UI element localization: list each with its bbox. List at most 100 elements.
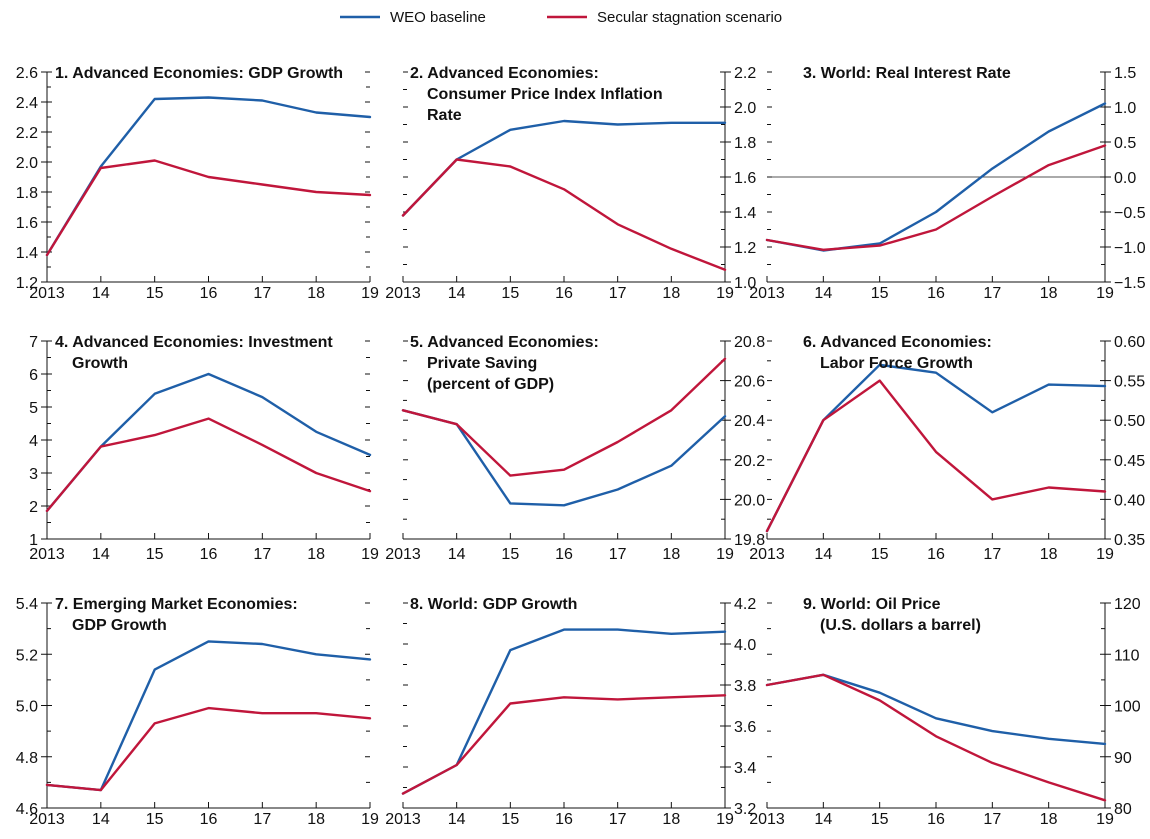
x-tick-label: 19 <box>716 811 734 828</box>
y-tick-label: 1.4 <box>16 245 38 262</box>
y-tick-label: 3.6 <box>734 719 756 736</box>
y-tick-label: 19.8 <box>734 532 765 549</box>
y-tick-label: 3.2 <box>734 801 756 818</box>
y-tick-label: 0.5 <box>1114 135 1136 152</box>
x-tick-label: 18 <box>662 546 680 563</box>
x-tick-label: 19 <box>361 811 379 828</box>
panel-1: 1.2 1.4 1.6 1.8 2.0 2.2 2.4 2.6 2013 14 15 16 17 18 19… <box>16 65 379 302</box>
x-tick-label: 16 <box>555 546 573 563</box>
series-line-weo-baseline <box>401 119 727 217</box>
y-tick-label: 20.4 <box>734 413 765 430</box>
series-line-secular-stagnation-scenario <box>401 694 727 795</box>
y-tick-label: 1.0 <box>734 275 756 292</box>
x-tick-label: 17 <box>609 285 627 302</box>
x-tick-label: 14 <box>814 546 832 563</box>
y-tick-label: 20.8 <box>734 334 765 351</box>
x-tick-label: 2013 <box>749 285 785 302</box>
y-tick-label: 2.2 <box>16 125 38 142</box>
x-tick-label: 14 <box>448 285 466 302</box>
series-line-weo-baseline <box>765 673 1107 746</box>
x-tick-label: 2013 <box>385 811 421 828</box>
panel-title: 1. Advanced Economies: GDP Growth <box>55 65 343 82</box>
x-tick-label: 16 <box>927 285 945 302</box>
x-tick-label: 19 <box>716 285 734 302</box>
x-tick-label: 14 <box>448 811 466 828</box>
y-tick-label: 110 <box>1114 647 1140 664</box>
x-tick-label: 15 <box>871 285 889 302</box>
panel-title: 6. Advanced Economies: Labor Force Growth <box>803 334 992 372</box>
y-tick-label: 7 <box>29 334 38 351</box>
x-tick-label: 19 <box>1096 285 1114 302</box>
panel-2: 1.0 1.2 1.4 1.6 1.8 2.0 2.2 2013 14 15 16 17 18 19 2. … <box>385 65 756 302</box>
y-tick-label: 2.2 <box>734 65 756 82</box>
x-tick-label: 17 <box>253 811 271 828</box>
x-tick-label: 17 <box>983 285 1001 302</box>
x-tick-label: 15 <box>146 546 164 563</box>
series-line-weo-baseline <box>45 96 372 257</box>
x-tick-label: 16 <box>927 811 945 828</box>
y-tick-label: 4.2 <box>734 596 756 613</box>
panel-title-line: 7. Emerging Market Economies: <box>55 596 298 613</box>
x-tick-label: 17 <box>609 811 627 828</box>
x-tick-label: 14 <box>814 811 832 828</box>
y-tick-label: 0.50 <box>1114 413 1145 430</box>
y-tick-label: 3.8 <box>734 678 756 695</box>
y-tick-label: 1.2 <box>16 275 38 292</box>
x-tick-label: 16 <box>555 811 573 828</box>
x-tick-label: 2013 <box>29 285 65 302</box>
y-tick-label: 4 <box>29 433 38 450</box>
y-tick-label: 1 <box>29 532 38 549</box>
panel-title-line: 2. Advanced Economies: <box>410 65 599 82</box>
series-line-secular-stagnation-scenario <box>765 673 1107 802</box>
x-tick-label: 17 <box>253 546 271 563</box>
y-tick-label: 2.0 <box>734 100 756 117</box>
series-line-secular-stagnation-scenario <box>45 417 372 513</box>
y-tick-label: 2 <box>29 499 38 516</box>
panel-title: 2. Advanced Economies: Consumer Price Ind… <box>410 65 663 124</box>
x-tick-label: 14 <box>814 285 832 302</box>
legend-label-weo-baseline: WEO baseline <box>390 9 486 26</box>
panel-title: 3. World: Real Interest Rate <box>803 65 1011 82</box>
y-tick-label: 2.4 <box>16 95 38 112</box>
x-tick-label: 16 <box>555 285 573 302</box>
series-line-weo-baseline <box>765 363 1107 533</box>
panel-title-line: Consumer Price Index Inflation <box>427 86 663 103</box>
x-tick-label: 15 <box>146 811 164 828</box>
y-tick-label: 1.4 <box>734 205 756 222</box>
y-tick-label: 1.8 <box>16 185 38 202</box>
y-tick-label: 90 <box>1114 750 1132 767</box>
x-tick-label: 15 <box>501 285 519 302</box>
y-tick-label: 20.6 <box>734 374 765 391</box>
y-tick-label: 6 <box>29 367 38 384</box>
series-line-secular-stagnation-scenario <box>765 379 1107 533</box>
x-tick-label: 2013 <box>385 285 421 302</box>
y-tick-label: 5 <box>29 400 38 417</box>
panel-title-line: Private Saving <box>427 355 537 372</box>
x-tick-label: 18 <box>1040 285 1058 302</box>
x-tick-label: 18 <box>307 811 325 828</box>
x-tick-label: 14 <box>92 546 110 563</box>
panel-title-line: 4. Advanced Economies: Investment <box>55 334 333 351</box>
y-tick-label: 100 <box>1114 699 1141 716</box>
y-tick-label: 5.4 <box>16 596 38 613</box>
x-tick-label: 16 <box>927 546 945 563</box>
panel-7: 4.6 4.8 5.0 5.2 5.4 2013 14 15 16 17 18 19 7. Emergi… <box>16 596 379 828</box>
x-tick-label: 17 <box>253 285 271 302</box>
y-tick-label: 4.6 <box>16 801 38 818</box>
panel-title-line: GDP Growth <box>72 617 167 634</box>
y-tick-label: −1.0 <box>1114 240 1146 257</box>
series-line-secular-stagnation-scenario <box>765 144 1107 252</box>
panel-3: −1.5 −1.0 −0.5 0.0 0.5 1.0 1.5 2013 14 15 16 17 18 19… <box>749 65 1145 302</box>
x-tick-label: 2013 <box>29 811 65 828</box>
x-tick-label: 2013 <box>29 546 65 563</box>
x-tick-label: 15 <box>871 546 889 563</box>
x-tick-label: 16 <box>200 546 218 563</box>
x-tick-label: 19 <box>361 285 379 302</box>
panel-title: 8. World: GDP Growth <box>410 596 577 613</box>
panel-8: 3.2 3.4 3.6 3.8 4.0 4.2 2013 14 15 16 17 18 19 8. Wor… <box>385 596 756 828</box>
y-tick-label: 0.60 <box>1114 334 1145 351</box>
panel-title-line: Labor Force Growth <box>820 355 973 372</box>
y-tick-label: 5.0 <box>16 699 38 716</box>
series-line-secular-stagnation-scenario <box>45 159 372 257</box>
